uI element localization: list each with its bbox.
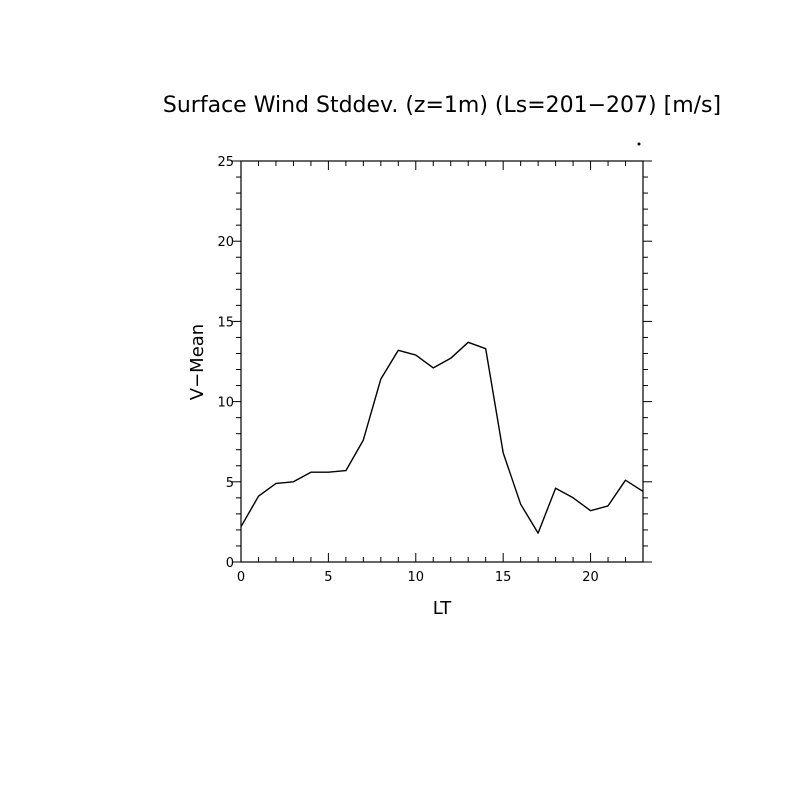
y-tick-label: 10 [217,396,234,411]
corner-dot-marker [637,142,641,146]
x-tick-label: 20 [582,570,599,585]
x-tick-label: 5 [324,570,332,585]
tick-labels: 0 5 10 15 20 0 5 10 15 20 25 [217,155,598,585]
axis-ticks [232,160,652,563]
x-tick-label: 0 [237,570,245,585]
plot-frame [240,160,644,563]
y-tick-label: 20 [217,235,234,250]
x-tick-label: 15 [495,570,512,585]
series-line [240,341,644,534]
y-tick-label: 0 [226,556,234,571]
y-tick-label: 5 [226,476,234,491]
chart-title: Surface Wind Stddev. (z=1m) (Ls=201−207)… [163,93,721,118]
y-tick-label: 25 [217,155,234,170]
y-tick-label: 15 [217,315,234,330]
x-axis-label: LT [433,598,453,619]
x-tick-label: 10 [408,570,425,585]
y-axis-label: V−Mean [187,324,208,400]
